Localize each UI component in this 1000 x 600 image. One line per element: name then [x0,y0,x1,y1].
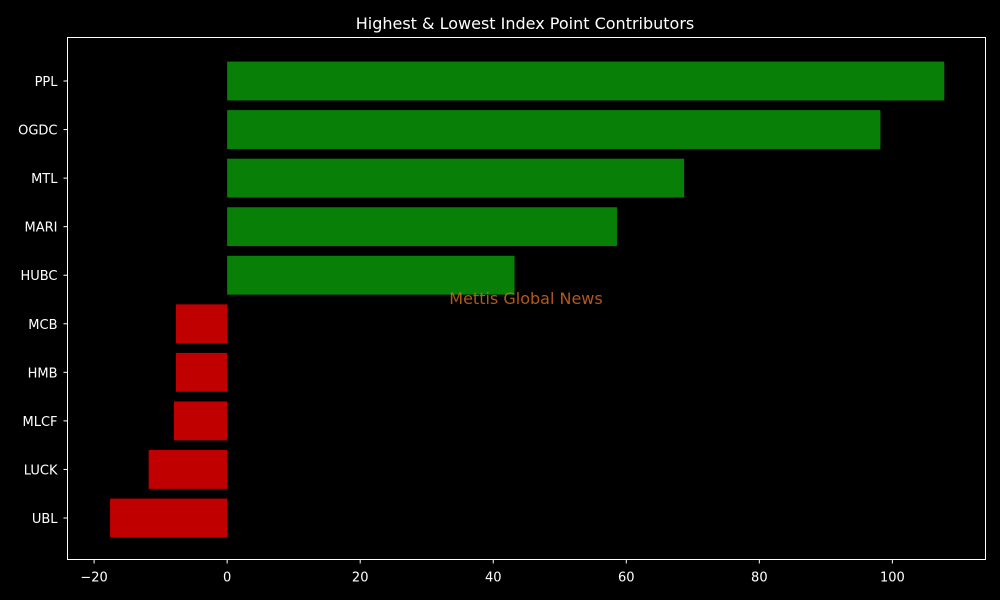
y-tick-label-luck: LUCK [24,463,58,478]
x-axis: −20 0 20 40 60 80 100 [80,559,905,586]
y-tick-label-mlcf: MLCF [22,415,57,430]
y-tick-label-mcb: MCB [28,318,57,333]
x-tick-label: −20 [80,571,107,586]
chart-title: Highest & Lowest Index Point Contributor… [356,14,695,33]
y-axis: PPL OGDC MTL MARI HUBC MCB HMB MLCF LUCK UBL [18,75,68,527]
watermark-text: Mettis Global News [449,289,602,308]
y-tick-label-hubc: HUBC [20,269,57,284]
bar-mlcf [173,401,228,441]
bar-hmb [175,352,228,392]
x-tick-label: 0 [223,571,231,586]
bar-hubc [227,255,515,295]
bars-group [110,61,945,538]
bar-mari [227,207,617,247]
x-tick-label: 20 [352,571,369,586]
y-tick-label-mtl: MTL [31,172,58,187]
x-tick-label: 80 [751,571,768,586]
bar-ogdc [227,110,881,149]
plot-frame [67,37,986,560]
bar-ppl [227,61,945,101]
y-tick-label-mari: MARI [25,221,58,236]
y-tick-label-hmb: HMB [28,366,58,381]
x-tick-label: 60 [618,571,635,586]
bar-ubl [110,498,228,538]
bar-luck [148,450,228,489]
bar-mcb [175,304,228,344]
y-tick-label-ppl: PPL [35,75,59,90]
bar-mtl [227,158,685,198]
x-tick-label: 100 [880,571,905,586]
x-tick-label: 40 [485,571,502,586]
y-tick-label-ubl: UBL [32,512,58,527]
y-tick-label-ogdc: OGDC [18,124,57,139]
